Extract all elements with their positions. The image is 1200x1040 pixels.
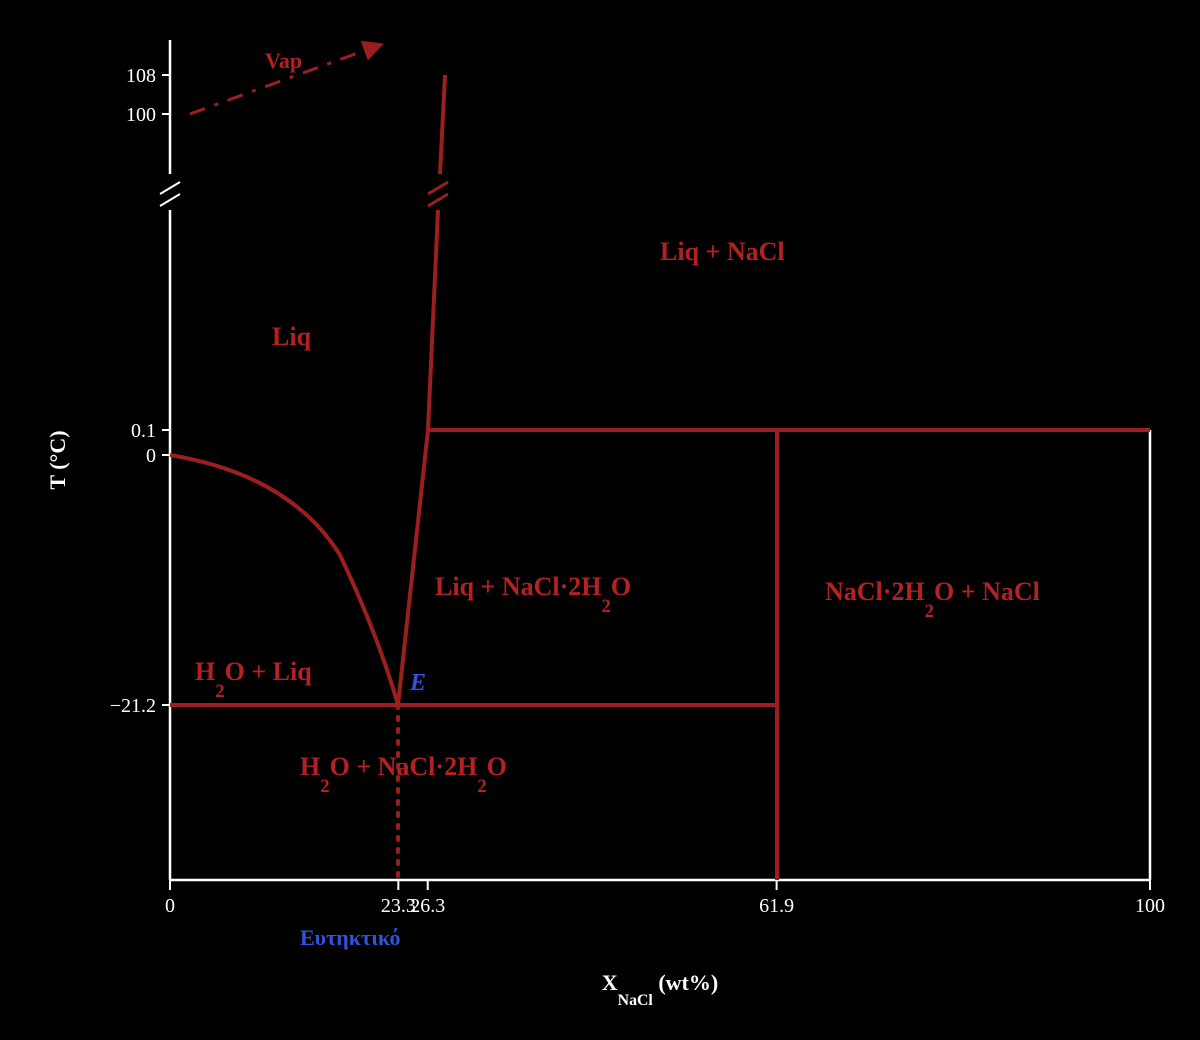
y-tick-label: 0 bbox=[146, 445, 156, 467]
region-label-liq: Liq bbox=[272, 322, 312, 351]
y-tick-label: 108 bbox=[126, 65, 156, 87]
x-tick-label: 100 bbox=[1135, 895, 1165, 917]
nacl-liquidus-upper bbox=[440, 75, 445, 174]
region-label-h2o_dihydrate: H2O + NaCl·2H2O bbox=[300, 752, 507, 797]
region-label-liq_nacl: Liq + NaCl bbox=[660, 237, 785, 266]
x-axis-title: XNaCl (wt%) bbox=[602, 970, 718, 1009]
y-tick-label: 100 bbox=[126, 104, 156, 126]
x-tick-label: 0 bbox=[165, 895, 175, 917]
region-label-h2o_liq: H2O + Liq bbox=[195, 657, 312, 702]
liquidus-break-icon bbox=[428, 182, 448, 206]
region-label-vap: Vap bbox=[265, 48, 302, 73]
y-axis-title: T (°C) bbox=[45, 430, 70, 489]
region-label-dihydrate_nacl: NaCl·2H2O + NaCl bbox=[825, 577, 1040, 622]
nacl-liquidus-lower bbox=[398, 210, 438, 705]
eutectic-point-label: E bbox=[409, 670, 426, 696]
y-axis-break-icon bbox=[160, 182, 180, 206]
x-tick-label: 26.3 bbox=[410, 895, 445, 917]
region-label-liq_dihydrate: Liq + NaCl·2H2O bbox=[435, 572, 631, 617]
y-tick-label: 0.1 bbox=[131, 420, 156, 442]
x-tick-label: 61.9 bbox=[759, 895, 794, 917]
eutectic-caption: Ευτηκτικό bbox=[300, 925, 400, 950]
y-tick-label: −21.2 bbox=[110, 695, 156, 717]
